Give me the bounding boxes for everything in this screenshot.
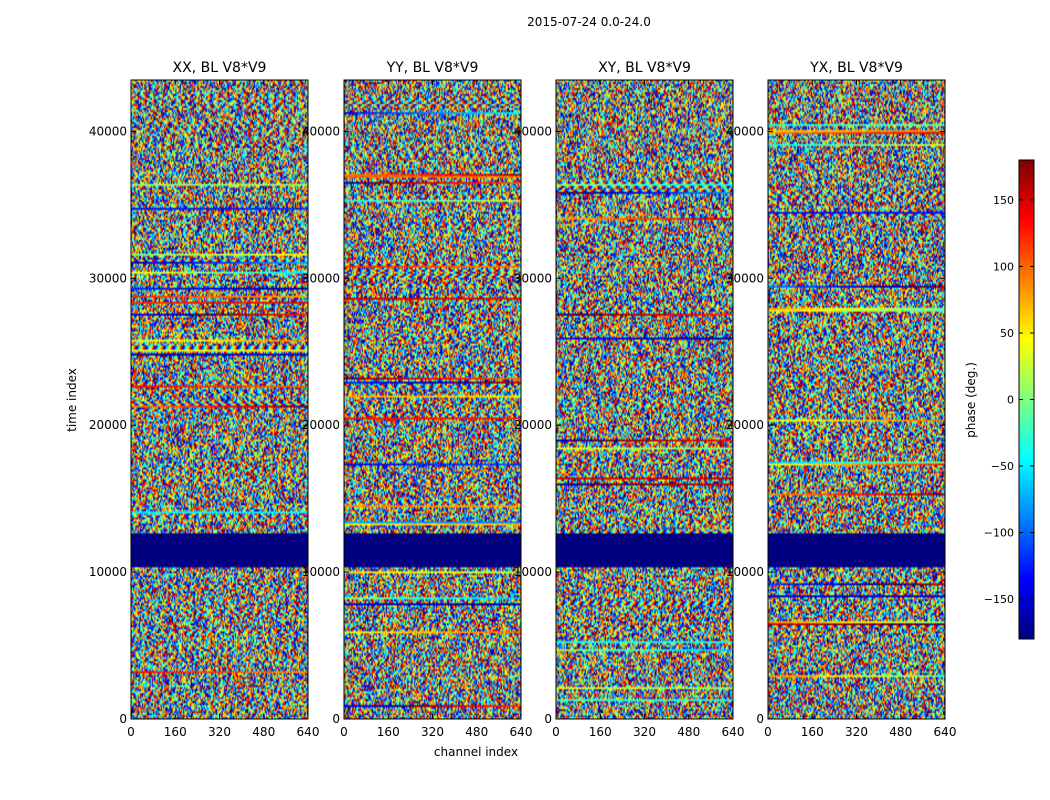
y-tick-label: 10000 — [302, 565, 340, 579]
x-tick-label: 320 — [845, 725, 868, 739]
y-tick-label: 40000 — [726, 124, 764, 138]
y-tick-label: 10000 — [726, 565, 764, 579]
x-axis-label: channel index — [434, 745, 518, 759]
y-tick-label: 0 — [332, 712, 340, 726]
x-tick-label: 160 — [164, 725, 187, 739]
x-tick-label: 480 — [889, 725, 912, 739]
x-tick-label: 160 — [377, 725, 400, 739]
x-tick-label: 640 — [934, 725, 957, 739]
x-tick-label: 0 — [764, 725, 772, 739]
x-tick-label: 160 — [801, 725, 824, 739]
panel-yy: YY, BL V8*V9 0 160 320 480 640 0 10000 20000 3000… — [302, 60, 533, 739]
y-tick-label: 30000 — [89, 271, 127, 285]
y-tick-label: 0 — [544, 712, 552, 726]
y-tick-label: 30000 — [514, 271, 552, 285]
x-tick-label: 640 — [722, 725, 745, 739]
x-tick-label: 480 — [465, 725, 488, 739]
x-tick-label: 160 — [589, 725, 612, 739]
colorbar-tick-label: −150 — [984, 593, 1014, 606]
y-tick-label: 20000 — [89, 418, 127, 432]
colorbar: −150 −100 −50 0 50 100 150 — [984, 159, 1035, 640]
x-tick-label: 0 — [340, 725, 348, 739]
y-tick-label: 30000 — [302, 271, 340, 285]
y-tick-label: 40000 — [514, 124, 552, 138]
colorbar-tick-label: 50 — [1000, 327, 1014, 340]
y-axis-label: time index — [65, 368, 79, 432]
colorbar-tick-label: 150 — [993, 194, 1014, 207]
phase-heatmap — [768, 80, 945, 719]
y-tick-label: 0 — [119, 712, 127, 726]
x-tick-label: 320 — [421, 725, 444, 739]
colorbar-label: phase (deg.) — [964, 362, 978, 438]
y-tick-label: 10000 — [514, 565, 552, 579]
colorbar-tick-label: 0 — [1007, 394, 1014, 407]
y-tick-label: 20000 — [726, 418, 764, 432]
colorbar-tick-label: 100 — [993, 260, 1014, 273]
panel-title: YX, BL V8*V9 — [809, 60, 903, 76]
x-tick-label: 320 — [633, 725, 656, 739]
panel-title: XY, BL V8*V9 — [598, 60, 691, 76]
y-tick-label: 20000 — [302, 418, 340, 432]
panel-xx: XX, BL V8*V9 0 160 320 480 640 0 10000 20000 3000… — [89, 60, 320, 739]
x-tick-label: 480 — [677, 725, 700, 739]
y-tick-label: 20000 — [514, 418, 552, 432]
x-tick-label: 640 — [510, 725, 533, 739]
phase-heatmap — [131, 80, 308, 719]
phase-heatmap — [344, 80, 521, 719]
y-tick-label: 40000 — [302, 124, 340, 138]
colorbar-tick-label: −100 — [984, 527, 1014, 540]
x-tick-label: 0 — [552, 725, 560, 739]
panel-yx: YX, BL V8*V9 0 160 320 480 640 0 10000 20000 3000… — [726, 60, 957, 739]
x-tick-label: 320 — [208, 725, 231, 739]
colorbar-tick-label: −50 — [991, 460, 1014, 473]
x-tick-label: 480 — [252, 725, 275, 739]
y-tick-label: 30000 — [726, 271, 764, 285]
figure-title: 2015-07-24 0.0-24.0 — [527, 15, 651, 29]
y-tick-label: 10000 — [89, 565, 127, 579]
panel-title: XX, BL V8*V9 — [173, 60, 267, 76]
phase-heatmap — [556, 80, 733, 719]
panels: XX, BL V8*V9 0 160 320 480 640 0 10000 20000 3000… — [89, 60, 957, 739]
x-tick-label: 0 — [127, 725, 135, 739]
y-tick-label: 0 — [756, 712, 764, 726]
panel-xy: XY, BL V8*V9 0 160 320 480 640 0 10000 20000 3000… — [514, 60, 745, 739]
y-tick-label: 40000 — [89, 124, 127, 138]
x-tick-label: 640 — [297, 725, 320, 739]
panel-title: YY, BL V8*V9 — [386, 60, 479, 76]
